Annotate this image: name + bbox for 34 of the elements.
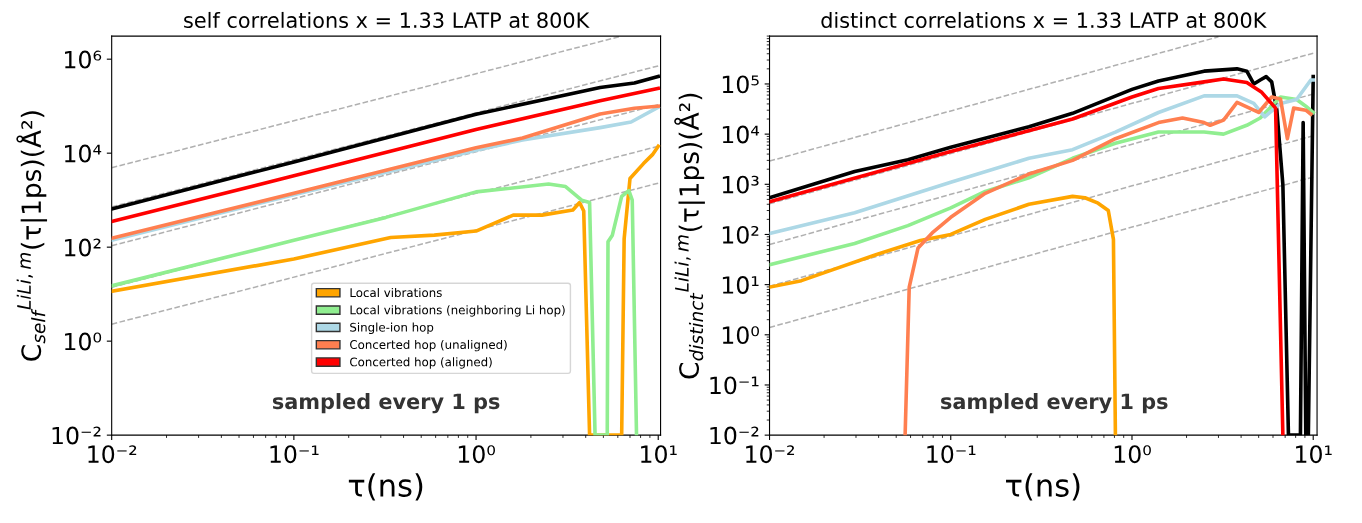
x-axis-title: τ(ns) (348, 473, 423, 501)
y-tick-label: 10³ (722, 175, 759, 194)
x-axis-title: τ(ns) (1006, 473, 1080, 501)
x-tick-label: 10¹ (641, 445, 677, 464)
y-tick-label: 10⁻² (710, 426, 759, 445)
y-tick-label: 10² (65, 238, 101, 257)
x-tick-label: 10⁻² (88, 445, 137, 464)
y-tick-label: 10⁴ (722, 125, 760, 144)
y-tick-label: 10⁻¹ (710, 376, 759, 395)
legend-label: Local vibrations (350, 287, 442, 298)
y-tick-label: 10¹ (722, 276, 759, 294)
x-tick-label: 10⁻¹ (927, 445, 976, 464)
y-tick-label: 10⁵ (722, 75, 759, 94)
legend-label: Local vibrations (neighboring Li hop) (350, 305, 565, 317)
y-tick-label: 10⁰ (65, 332, 102, 351)
chart-title: distinct correlations x = 1.33 LATP at 800K (821, 11, 1267, 29)
y-tick-label: 10⁰ (722, 326, 759, 345)
x-tick-label: 10¹ (1296, 445, 1332, 464)
legend-label: Concerted hop (unaligned) (350, 339, 507, 352)
y-axis-title: C$_{distinct}$$^{LiLi,m}$(τ|1ps)(Å²) (674, 93, 705, 379)
y-axis-title: C$_{self}$$^{LiLi,m}$(τ|1ps)(Å²) (16, 111, 48, 361)
x-tick-label: 10⁻² (746, 445, 795, 464)
annotation: sampled every 1 ps (272, 393, 500, 414)
x-tick-label: 10⁰ (458, 445, 495, 464)
legend-label: Single-ion hop (350, 322, 434, 334)
legend-label: Concerted hop (aligned) (350, 357, 492, 369)
y-tick-label: 10² (722, 225, 759, 244)
y-tick-label: 10⁶ (65, 50, 102, 69)
x-tick-label: 10⁰ (1114, 445, 1151, 464)
chart-title: self correlations x = 1.33 LATP at 800K (184, 11, 590, 29)
y-tick-label: 10⁻² (52, 426, 101, 445)
y-tick-label: 10⁴ (65, 144, 102, 163)
x-tick-label: 10⁻¹ (270, 445, 319, 464)
annotation: sampled every 1 ps (941, 393, 1168, 414)
